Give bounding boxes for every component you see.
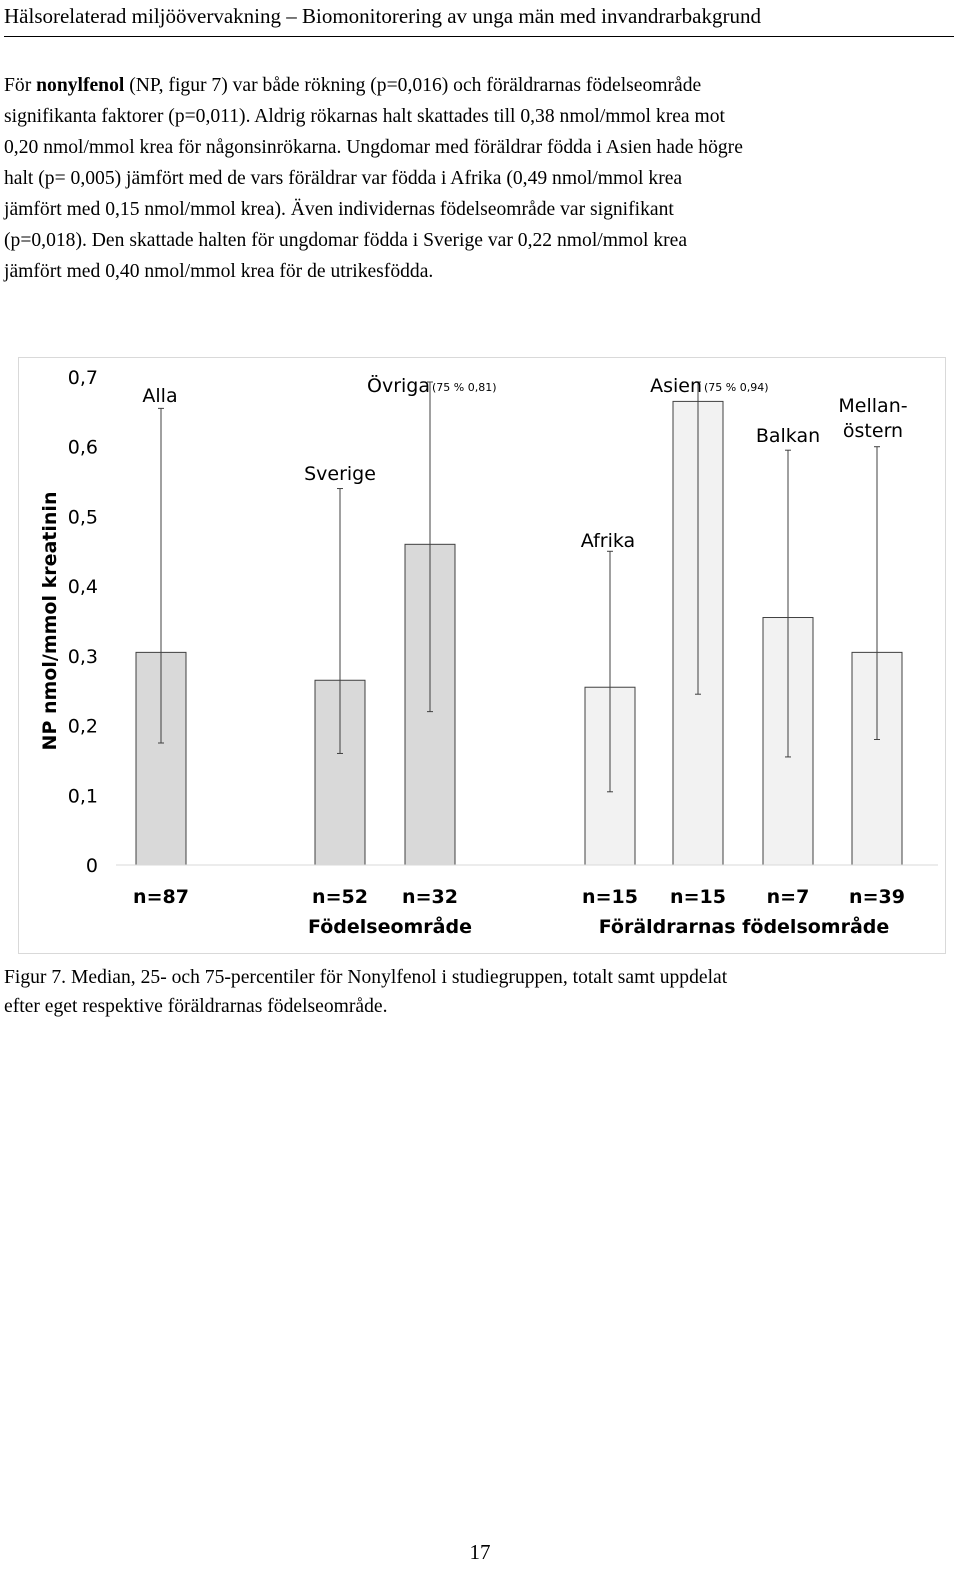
y-tick-label: 0,4 [68,576,98,598]
bar-label: Övriga [367,374,430,397]
y-axis-label: NP nmol/mmol kreatinin [39,492,61,751]
group-label-own: Födelseområde [308,914,472,938]
bar-label: Sverige [304,463,376,485]
body-paragraph: För nonylfenol (NP, figur 7) var både rö… [4,70,956,287]
bold-term: nonylfenol [36,75,125,96]
bar-note: (75 % 0,81) [432,381,497,394]
bar-label: Asien [650,375,702,397]
paragraph-line: signifikanta faktorer (p=0,011). Aldrig … [4,106,725,127]
group-label-parents: Föräldrarnas födelsområde [599,914,890,938]
caption-line: Figur 7. Median, 25- och 75-percentiler … [4,967,728,988]
bar-label: Afrika [581,530,635,552]
np-bar-chart: 0 0,1 0,2 0,3 0,4 0,5 0,6 0,7 NP nmol/mmol kreat… [18,357,946,954]
n-label: n=7 [767,886,810,908]
bar-label: Mellan- [838,395,907,417]
paragraph-line: jämfört med 0,15 nmol/mmol krea). Även i… [4,199,674,220]
page-number: 17 [469,1540,491,1564]
y-tick-label: 0,2 [68,716,98,738]
n-label: n=87 [133,886,189,908]
paragraph-line: För nonylfenol (NP, figur 7) var både rö… [4,75,702,96]
y-tick-label: 0 [86,855,98,877]
y-tick-label: 0,7 [68,367,98,389]
y-tick-label: 0,1 [68,785,98,807]
n-label: n=52 [312,886,368,908]
paragraph-line: jämfört med 0,40 nmol/mmol krea för de u… [4,261,434,282]
bar-note: (75 % 0,94) [704,381,769,394]
paragraph-line: (p=0,018). Den skattade halten för ungdo… [4,230,688,251]
n-label: n=15 [582,886,638,908]
y-tick-label: 0,6 [68,437,98,459]
n-label: n=39 [849,886,905,908]
paragraph-line: 0,20 nmol/mmol krea för någonsinrökarna.… [4,137,743,158]
bar-label: Alla [142,385,177,407]
y-tick-label: 0,5 [68,506,98,528]
paragraph-line: halt (p= 0,005) jämfört med de vars förä… [4,168,683,189]
running-header: Hälsorelaterad miljöövervakning – Biomon… [4,2,954,37]
n-label: n=15 [670,886,726,908]
n-label: n=32 [402,886,458,908]
y-tick-label: 0,3 [68,646,98,668]
figure-caption: Figur 7. Median, 25- och 75-percentiler … [4,963,956,1021]
caption-line: efter eget respektive föräldrarnas födel… [4,996,388,1017]
bar-label: Balkan [756,425,820,447]
bar-label: östern [843,420,903,442]
